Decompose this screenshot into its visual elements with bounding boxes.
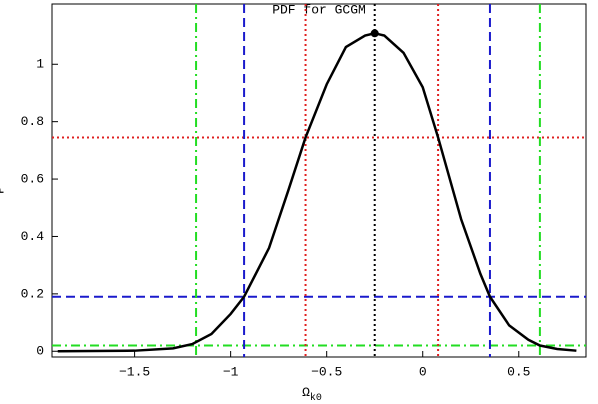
peak-point — [370, 29, 379, 38]
chart-title: PDF for GCGM — [272, 2, 366, 17]
y-tick-label: 1 — [36, 57, 44, 72]
x-tick-label: −0.5 — [311, 364, 342, 379]
y-tick-label: 0.8 — [21, 114, 44, 129]
x-label-main: Ω — [302, 385, 310, 400]
y-tick-label: 0 — [36, 344, 44, 359]
x-tick-label: −1.5 — [119, 364, 150, 379]
y-tick-label: 0.2 — [21, 286, 44, 301]
x-axis-label: Ωk0 — [302, 385, 322, 403]
y-tick-label: 0.6 — [21, 172, 44, 187]
x-tick-label: 0 — [419, 364, 427, 379]
plot-frame — [51, 3, 587, 358]
pdf-curve — [57, 31, 577, 353]
x-tick-label: 0.5 — [507, 364, 530, 379]
x-label-sub: k0 — [310, 392, 322, 404]
x-tick-label: −1 — [223, 364, 239, 379]
y-tick-label: 0.4 — [21, 229, 45, 244]
y-axis-label: P — [0, 186, 7, 194]
